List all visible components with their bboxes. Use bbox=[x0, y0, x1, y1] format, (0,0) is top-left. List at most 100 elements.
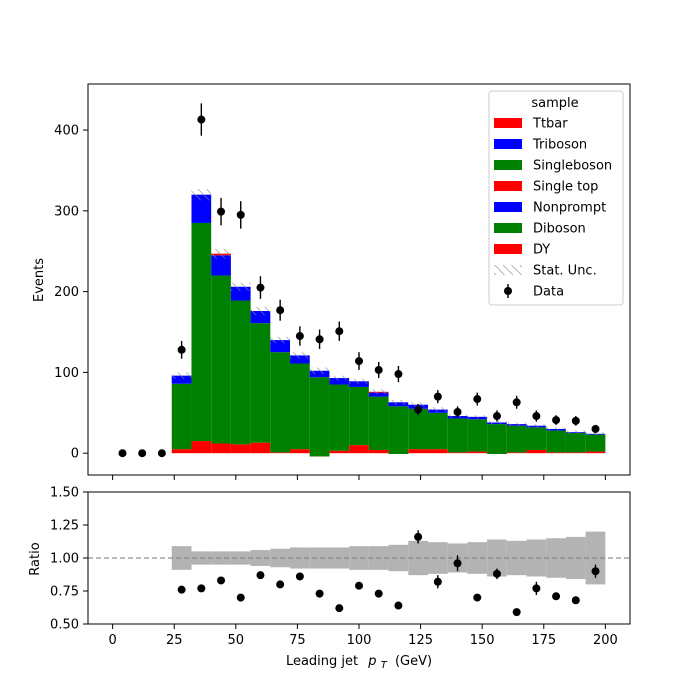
bar-diboson-9 bbox=[349, 386, 369, 446]
bar-nonprompt-10 bbox=[368, 392, 389, 397]
legend-label-triboson: Triboson bbox=[532, 138, 587, 153]
bar-dy-2 bbox=[211, 443, 231, 454]
ratio-point-14 bbox=[453, 559, 462, 568]
ratio-point-12 bbox=[414, 532, 423, 541]
legend-label-single-top: Single top bbox=[533, 180, 598, 195]
stat-unc-4 bbox=[250, 306, 271, 316]
legend-title: sample bbox=[531, 96, 578, 111]
legend-label-nonprompt: Nonprompt bbox=[533, 201, 606, 216]
stat-unc-1 bbox=[191, 189, 212, 201]
y-tick-label-400: 400 bbox=[54, 124, 79, 139]
bar-dy-5 bbox=[270, 452, 291, 454]
bar-diboson-2 bbox=[211, 275, 231, 444]
bar-diboson-3 bbox=[230, 300, 251, 445]
x-tick-label-75: 75 bbox=[289, 633, 306, 648]
bar-diboson-7 bbox=[309, 377, 330, 457]
ratio-unc-band-20 bbox=[565, 536, 586, 580]
stat-unc-9 bbox=[349, 378, 369, 384]
stat-unc-21 bbox=[585, 432, 606, 436]
ratio-y-axis-title: Ratio bbox=[28, 542, 43, 575]
data-point-8 bbox=[276, 306, 285, 315]
legend-swatch-ttbar bbox=[494, 118, 522, 128]
ratio-y-tick-label-1.50: 1.50 bbox=[50, 486, 79, 501]
bar-diboson-4 bbox=[250, 323, 271, 443]
bar-diboson-13 bbox=[427, 412, 448, 450]
ratio-point-19 bbox=[552, 592, 561, 601]
stat-unc-7 bbox=[309, 367, 330, 375]
data-point-23 bbox=[571, 416, 580, 425]
data-point-18 bbox=[473, 395, 482, 404]
stat-unc-10 bbox=[368, 389, 389, 395]
bar-nonprompt-0 bbox=[171, 375, 192, 384]
ratio-point-15 bbox=[473, 593, 482, 602]
stat-unc-6 bbox=[290, 352, 310, 359]
legend-label-diboson: Diboson bbox=[533, 222, 586, 237]
data-point-21 bbox=[532, 412, 541, 421]
bar-nonprompt-2 bbox=[211, 255, 231, 276]
y-tick-label-100: 100 bbox=[54, 366, 79, 381]
data-point-16 bbox=[433, 392, 442, 401]
ratio-point-10 bbox=[374, 589, 383, 598]
x-tick-label-200: 200 bbox=[593, 633, 618, 648]
bar-dy-1 bbox=[191, 441, 212, 454]
bar-diboson-11 bbox=[388, 406, 409, 454]
x-tick-label-100: 100 bbox=[347, 633, 372, 648]
ratio-point-13 bbox=[433, 577, 442, 586]
bar-dy-14 bbox=[447, 452, 468, 454]
bar-dy-10 bbox=[368, 449, 389, 454]
bar-nonprompt-8 bbox=[329, 378, 350, 385]
ratio-unc-band-13 bbox=[427, 542, 448, 574]
legend-swatch-stat-unc- bbox=[494, 265, 522, 275]
data-point-20 bbox=[512, 398, 521, 407]
data-point-2 bbox=[157, 449, 166, 458]
data-point-19 bbox=[492, 412, 501, 421]
stat-unc-15 bbox=[467, 415, 488, 419]
legend-swatch-triboson bbox=[494, 139, 522, 149]
legend-swatch-dy bbox=[494, 244, 522, 254]
x-tick-label-125: 125 bbox=[408, 633, 433, 648]
stat-unc-19 bbox=[546, 427, 566, 431]
bar-dy-6 bbox=[290, 449, 310, 454]
x-tick-label-50: 50 bbox=[228, 633, 245, 648]
bar-dy-15 bbox=[467, 451, 488, 454]
bar-diboson-12 bbox=[408, 408, 428, 450]
stat-unc-16 bbox=[487, 420, 507, 425]
ratio-point-7 bbox=[315, 589, 324, 598]
legend-swatch-single-top bbox=[494, 181, 522, 191]
ratio-point-3 bbox=[236, 593, 245, 602]
bar-dy-12 bbox=[408, 449, 428, 454]
ratio-plot: 0.50 0.75 1.00 1.25 1.50 0 25 50 75 100 125 150 175… bbox=[28, 486, 631, 671]
bar-diboson-16 bbox=[487, 424, 507, 454]
legend: sample Ttbar Triboson Singleboson Single to… bbox=[488, 90, 624, 306]
ratio-point-21 bbox=[591, 567, 600, 576]
ratio-unc-band-2 bbox=[211, 551, 231, 565]
data-point-12 bbox=[355, 357, 363, 366]
ratio-point-9 bbox=[355, 581, 363, 590]
ratio-point-17 bbox=[512, 608, 521, 617]
bar-diboson-15 bbox=[467, 419, 488, 452]
ratio-point-18 bbox=[532, 584, 541, 593]
bar-diboson-14 bbox=[447, 418, 468, 453]
x-axis-title-symbol: p bbox=[367, 654, 376, 669]
x-axis-title-text: Leading jet bbox=[286, 654, 358, 669]
stat-unc-20 bbox=[565, 430, 586, 434]
data-point-22 bbox=[552, 416, 561, 425]
ratio-point-4 bbox=[256, 571, 265, 580]
data-point-1 bbox=[138, 449, 147, 458]
bar-diboson-18 bbox=[526, 427, 547, 450]
x-tick-label-150: 150 bbox=[470, 633, 495, 648]
bar-nonprompt-9 bbox=[349, 381, 369, 387]
data-point-3 bbox=[177, 345, 186, 354]
y-tick-label-300: 300 bbox=[54, 204, 79, 219]
stat-unc-17 bbox=[506, 422, 527, 426]
bar-nonprompt-7 bbox=[309, 370, 330, 378]
ratio-y-tick-label-1.00: 1.00 bbox=[50, 552, 79, 567]
ratio-point-1 bbox=[197, 584, 206, 593]
stat-unc-0 bbox=[171, 372, 192, 379]
data-point-9 bbox=[295, 332, 304, 341]
ratio-point-2 bbox=[217, 576, 226, 585]
ratio-unc-band-9 bbox=[349, 546, 369, 570]
bar-diboson-19 bbox=[546, 430, 566, 453]
bar-dy-18 bbox=[526, 449, 547, 454]
ratio-point-5 bbox=[276, 580, 285, 589]
